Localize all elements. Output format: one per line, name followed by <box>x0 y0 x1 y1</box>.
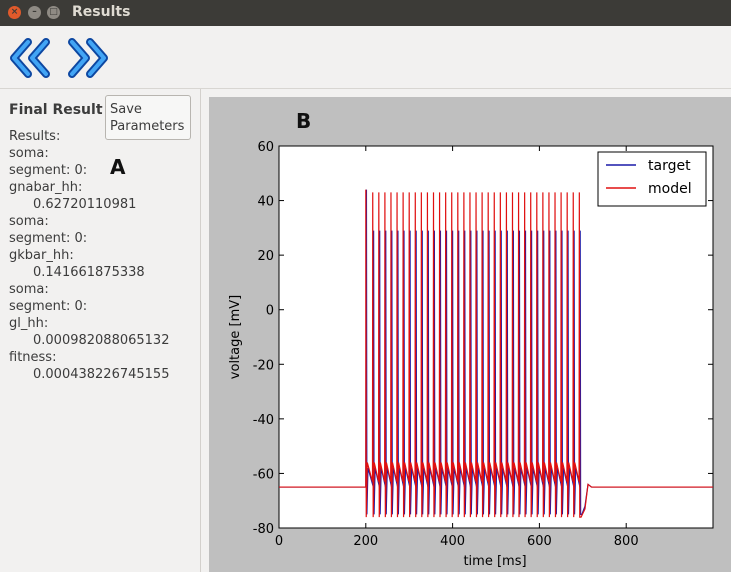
legend: target model <box>597 151 707 207</box>
result-label: soma: <box>9 282 49 297</box>
toolbar <box>0 26 731 89</box>
x-tick-label: 0 <box>275 534 283 549</box>
result-label: segment: 0: <box>9 299 88 314</box>
x-tick-label: 600 <box>527 534 552 549</box>
result-label: fitness: <box>9 350 57 365</box>
save-button-line2: Parameters <box>110 119 185 134</box>
close-window-button[interactable]: × <box>8 6 21 19</box>
result-label: gl_hh: <box>9 316 49 331</box>
result-label: soma: <box>9 214 49 229</box>
y-tick-label: -60 <box>253 467 274 482</box>
double-chevron-right-icon <box>68 38 108 78</box>
series-line-model <box>279 189 713 518</box>
panel-label-b: B <box>296 109 312 133</box>
result-label: segment: 0: <box>9 163 88 178</box>
result-label: gkbar_hh: <box>9 248 74 263</box>
y-tick-label: 0 <box>266 304 274 319</box>
result-label: Results: <box>9 129 61 144</box>
traces <box>279 189 713 518</box>
save-button-line1: Save <box>110 102 142 117</box>
final-result-heading: Final Result <box>9 102 103 118</box>
legend-label-target: target <box>648 158 691 174</box>
y-tick-label: 20 <box>257 249 274 264</box>
legend-label-model: model <box>648 181 692 197</box>
x-axis-label: time [ms] <box>463 554 526 569</box>
result-label: soma: <box>9 146 49 161</box>
minimize-window-button[interactable]: – <box>28 6 41 19</box>
back-button[interactable] <box>8 38 52 78</box>
x-tick-label: 400 <box>440 534 465 549</box>
panel-label-a: A <box>110 155 126 179</box>
save-parameters-button[interactable]: Save Parameters <box>105 95 191 140</box>
y-tick-label: 40 <box>257 195 274 210</box>
result-value: 0.141661875338 <box>33 265 145 280</box>
y-axis-label: voltage [mV] <box>228 295 243 379</box>
result-label: gnabar_hh: <box>9 180 83 195</box>
result-value: 0.000982088065132 <box>33 333 170 348</box>
window-title: Results <box>72 4 131 20</box>
x-tick-label: 800 <box>614 534 639 549</box>
legend-box <box>597 151 707 207</box>
x-tick-label: 200 <box>353 534 378 549</box>
y-tick-label: -20 <box>253 358 274 373</box>
maximize-window-button[interactable]: □ <box>47 6 60 19</box>
y-tick-label: -40 <box>253 413 274 428</box>
double-chevron-left-icon <box>10 38 50 78</box>
forward-button[interactable] <box>66 38 110 78</box>
result-label: segment: 0: <box>9 231 88 246</box>
result-value: 0.000438226745155 <box>33 367 170 382</box>
panel-divider[interactable] <box>200 89 201 572</box>
title-bar: × – □ Results <box>0 0 731 26</box>
y-tick-label: -80 <box>253 522 274 537</box>
y-tick-label: 60 <box>257 140 274 155</box>
result-value: 0.62720110981 <box>33 197 137 212</box>
